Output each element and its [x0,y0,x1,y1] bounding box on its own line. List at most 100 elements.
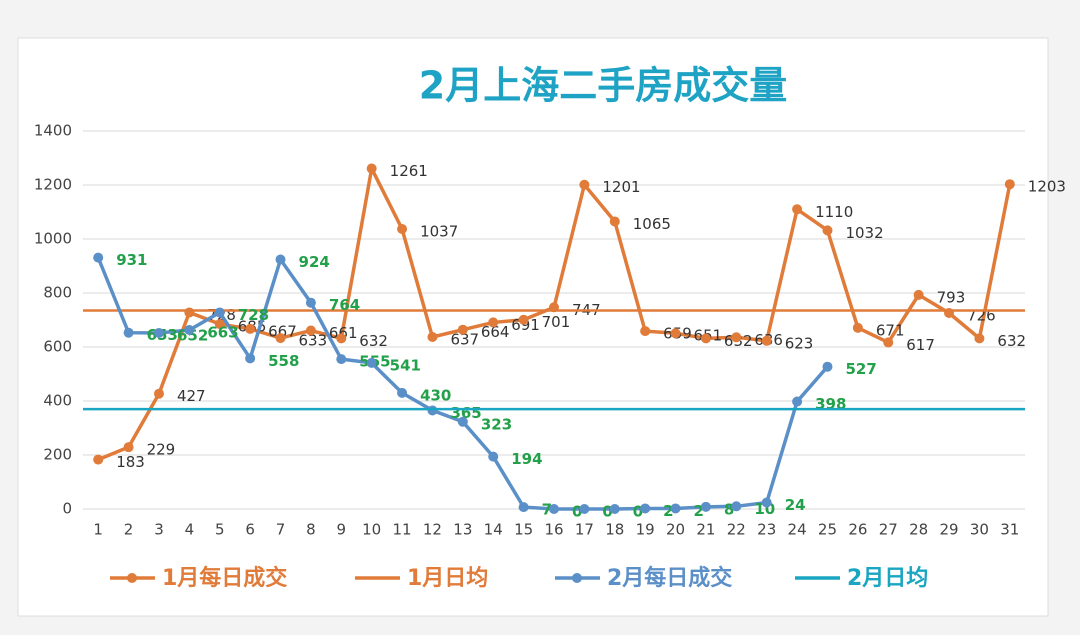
x-tick-label: 25 [818,521,837,539]
point [670,328,681,339]
y-tick-label: 1400 [34,122,72,140]
point [640,326,651,337]
data-label: 430 [420,386,451,404]
x-tick-label: 24 [788,521,807,539]
x-tick-label: 12 [423,521,442,539]
point [792,204,803,215]
data-label: 7 [542,501,552,519]
point [670,503,681,514]
data-label: 527 [845,360,876,378]
data-label: 632 [359,332,388,350]
x-tick-label: 8 [306,521,316,539]
point [822,361,833,372]
data-label: 1110 [815,203,853,221]
point [184,324,195,335]
point [153,388,164,399]
point [488,451,499,462]
x-tick-label: 16 [544,521,563,539]
data-label: 764 [329,296,360,314]
data-label: 541 [390,356,421,374]
data-label: 0 [572,503,582,521]
point [579,504,590,514]
data-label: 691 [511,316,540,334]
x-tick-label: 2 [124,521,134,539]
x-tick-label: 4 [185,521,195,539]
legend-marker [572,573,582,583]
data-label: 1065 [633,215,671,233]
point [123,442,134,453]
point [792,396,803,407]
legend-label: 1月每日成交 [162,565,287,591]
point [457,416,468,427]
point [1004,179,1015,190]
y-tick-label: 1000 [34,230,72,248]
point [275,333,286,344]
data-label: 1261 [390,162,428,180]
data-label: 664 [481,323,510,341]
x-tick-label: 19 [636,521,655,539]
x-tick-label: 5 [215,521,225,539]
point [761,497,772,508]
data-label: 1032 [845,224,883,242]
x-tick-label: 17 [575,521,594,539]
x-tick-label: 29 [939,521,958,539]
x-tick-label: 23 [757,521,776,539]
x-tick-label: 14 [484,521,503,539]
y-tick-label: 0 [62,500,72,518]
x-tick-label: 20 [666,521,685,539]
data-label: 8 [724,500,734,518]
x-tick-label: 7 [276,521,286,539]
data-label: 617 [906,336,935,354]
x-tick-label: 3 [154,521,164,539]
x-tick-label: 27 [879,521,898,539]
point [640,503,651,514]
x-tick-label: 30 [970,521,989,539]
x-tick-label: 13 [453,521,472,539]
point [366,163,377,174]
data-label: 0 [633,503,643,521]
data-label: 2 [694,502,704,520]
data-label: 1203 [1028,178,1066,196]
point [214,319,225,330]
legend-label: 2月每日成交 [607,565,732,591]
data-label: 229 [147,441,176,459]
y-tick-label: 600 [43,338,72,356]
data-label: 24 [785,496,806,514]
x-tick-label: 1 [93,521,103,539]
point [214,307,225,318]
point [700,501,711,512]
point [579,179,590,190]
data-label: 194 [511,450,542,468]
data-label: 701 [542,313,571,331]
x-tick-label: 15 [514,521,533,539]
data-label: 632 [997,332,1026,350]
x-tick-label: 31 [1000,521,1019,539]
point [245,353,256,364]
point [609,504,620,514]
point [488,317,499,328]
point [245,323,256,334]
x-tick-label: 18 [605,521,624,539]
data-label: 728 [238,306,269,324]
chart-title: 2月上海二手房成交量 [419,64,787,108]
point [427,332,438,343]
point [974,333,985,344]
x-tick-label: 10 [362,521,381,539]
data-label: 323 [481,415,512,433]
data-label: 427 [177,387,206,405]
data-label: 931 [116,251,147,269]
point [731,332,742,343]
data-label: 924 [299,253,330,271]
data-label: 793 [937,288,966,306]
data-label: 183 [116,453,145,471]
y-tick-label: 200 [43,446,72,464]
x-tick-label: 11 [393,521,412,539]
point [822,225,833,236]
point [457,324,468,335]
point [427,405,438,416]
data-label: 623 [785,334,814,352]
x-tick-label: 6 [245,521,255,539]
point [761,335,772,346]
x-tick-label: 28 [909,521,928,539]
